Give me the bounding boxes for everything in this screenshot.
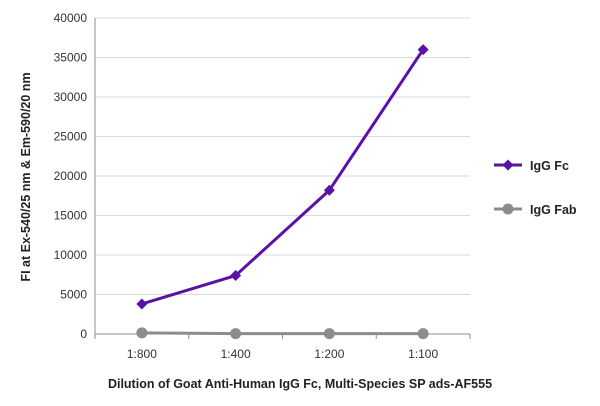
data-point-1-1 <box>230 328 242 340</box>
data-point-0-3 <box>417 44 429 56</box>
legend-label-0: IgG Fc <box>530 159 569 173</box>
x-tick-label: 1:400 <box>221 347 251 361</box>
y-tick-label: 0 <box>80 327 87 341</box>
legend: IgG Fc IgG Fab <box>494 159 577 217</box>
x-tick-label: 1:100 <box>408 347 438 361</box>
x-tick-label: 1:200 <box>314 347 344 361</box>
x-tick-labels: 1:800 1:400 1:200 1:100 <box>127 347 439 361</box>
data-point-0-2 <box>323 184 335 196</box>
y-tick-label: 15000 <box>54 209 88 223</box>
y-tick-label: 10000 <box>54 248 88 262</box>
y-tick-labels: 0 5000 10000 15000 20000 25000 30000 35000 40000 <box>54 11 88 341</box>
series-group <box>136 44 429 340</box>
y-tick-label: 20000 <box>54 169 88 183</box>
y-tick-label: 25000 <box>54 130 88 144</box>
y-tick-label: 30000 <box>54 90 88 104</box>
legend-label-1: IgG Fab <box>530 203 577 217</box>
y-tick-label: 5000 <box>60 288 87 302</box>
gridlines <box>95 17 470 295</box>
y-tick-label: 40000 <box>54 11 88 25</box>
data-point-0-1 <box>230 270 242 282</box>
y-tick-label: 35000 <box>54 51 88 65</box>
data-point-0-0 <box>136 298 148 310</box>
y-axis-title: FI at Ex-540/25 nm & Em-590/20 nm <box>19 72 33 281</box>
data-point-1-0 <box>136 327 148 339</box>
x-tick-label: 1:800 <box>127 347 157 361</box>
legend-marker-0 <box>502 159 514 171</box>
data-point-1-3 <box>417 328 429 340</box>
series-line-0 <box>141 48 425 306</box>
series-line-1 <box>141 331 424 336</box>
legend-marker-1 <box>502 203 514 215</box>
data-point-1-2 <box>323 328 335 340</box>
x-axis-title: Dilution of Goat Anti-Human IgG Fc, Mult… <box>108 377 492 391</box>
